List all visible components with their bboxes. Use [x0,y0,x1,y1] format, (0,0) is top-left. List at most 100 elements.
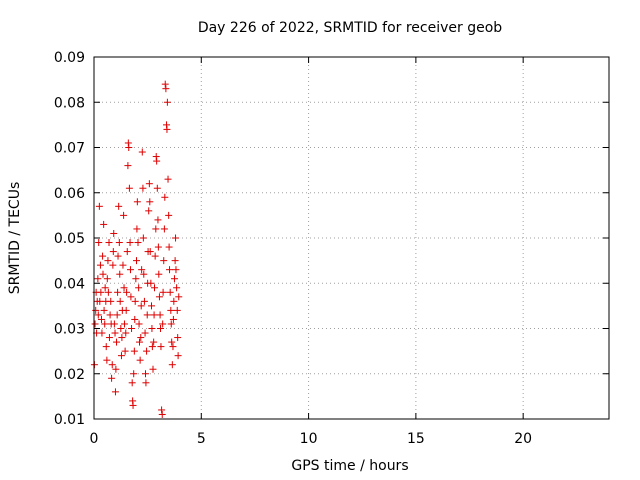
data-point [130,370,138,378]
data-point [99,270,107,278]
data-point [128,379,136,387]
data-point [152,225,160,233]
data-point [122,329,130,337]
data-point [160,257,168,265]
data-point [109,248,117,256]
data-point [136,356,144,364]
y-tick-label: 0.09 [54,50,85,66]
data-point [130,347,138,355]
data-point [173,284,181,292]
data-point [172,266,180,274]
data-point [143,347,151,355]
data-point [154,243,162,251]
data-point [112,365,120,373]
data-point [162,85,170,93]
data-point [134,239,142,247]
data-point [114,288,122,296]
data-point [115,239,123,247]
data-point [159,320,167,328]
data-point [104,257,112,265]
data-point [175,293,183,301]
data-point [170,275,178,283]
data-point [120,320,128,328]
y-tick-label: 0.02 [54,367,85,383]
data-point [116,297,124,305]
data-point [116,270,124,278]
data-point [98,315,106,323]
data-point [117,352,125,360]
data-point [101,320,109,328]
data-point [141,329,149,337]
data-point [173,306,181,314]
data-point [108,374,116,382]
x-axis-label: GPS time / hours [291,458,408,474]
data-point [142,379,150,387]
data-point [168,338,176,346]
data-point [163,125,171,133]
data-point [92,306,100,314]
data-point [94,311,102,319]
data-point [150,311,158,319]
data-point [120,284,128,292]
y-tick-label: 0.05 [54,231,85,247]
data-point [167,306,175,314]
data-point [154,216,162,224]
chart-title: Day 226 of 2022, SRMTID for receiver geo… [198,20,502,36]
data-point [106,311,114,319]
data-point [129,401,137,409]
x-tick-label: 5 [197,431,206,447]
data-point [109,261,117,269]
data-point [145,207,153,215]
data-point [164,175,172,183]
data-point [126,239,134,247]
data-point [96,297,104,305]
data-point [166,266,174,274]
data-point [149,365,157,373]
data-point [133,198,141,206]
data-point [146,248,154,256]
data-point [135,338,143,346]
data-point [97,288,105,296]
x-tick-label: 10 [300,431,318,447]
data-point [159,288,167,296]
x-tick-label: 15 [407,431,425,447]
data-point [103,356,111,364]
data-point [135,320,143,328]
data-point [131,315,139,323]
data-point [153,184,161,192]
data-point [139,234,147,242]
data-point [142,370,149,378]
data-point [158,410,166,418]
data-point [157,343,165,351]
data-points [90,80,183,418]
data-point [161,80,169,88]
data-point [145,180,153,188]
data-point [120,211,128,219]
data-point [104,288,112,296]
data-point [140,297,148,305]
data-point [155,293,163,301]
data-point [105,334,113,342]
data-point [123,288,131,296]
data-point [111,388,119,396]
data-point [131,297,139,305]
x-tick-label: 20 [514,431,532,447]
data-point [168,361,176,369]
data-point [118,334,126,342]
data-point [121,347,129,355]
data-point [135,284,143,292]
data-point [125,144,133,151]
data-point [95,202,103,210]
data-point [156,311,164,319]
data-point [174,352,182,360]
data-point [105,239,113,247]
data-point [140,270,148,278]
y-tick-label: 0.04 [54,276,85,292]
data-point [110,229,118,237]
data-point [138,266,146,274]
x-ticks: 0 5 10 15 20 [90,57,532,447]
data-point [128,325,136,332]
data-point [102,343,110,351]
data-point [124,162,132,170]
